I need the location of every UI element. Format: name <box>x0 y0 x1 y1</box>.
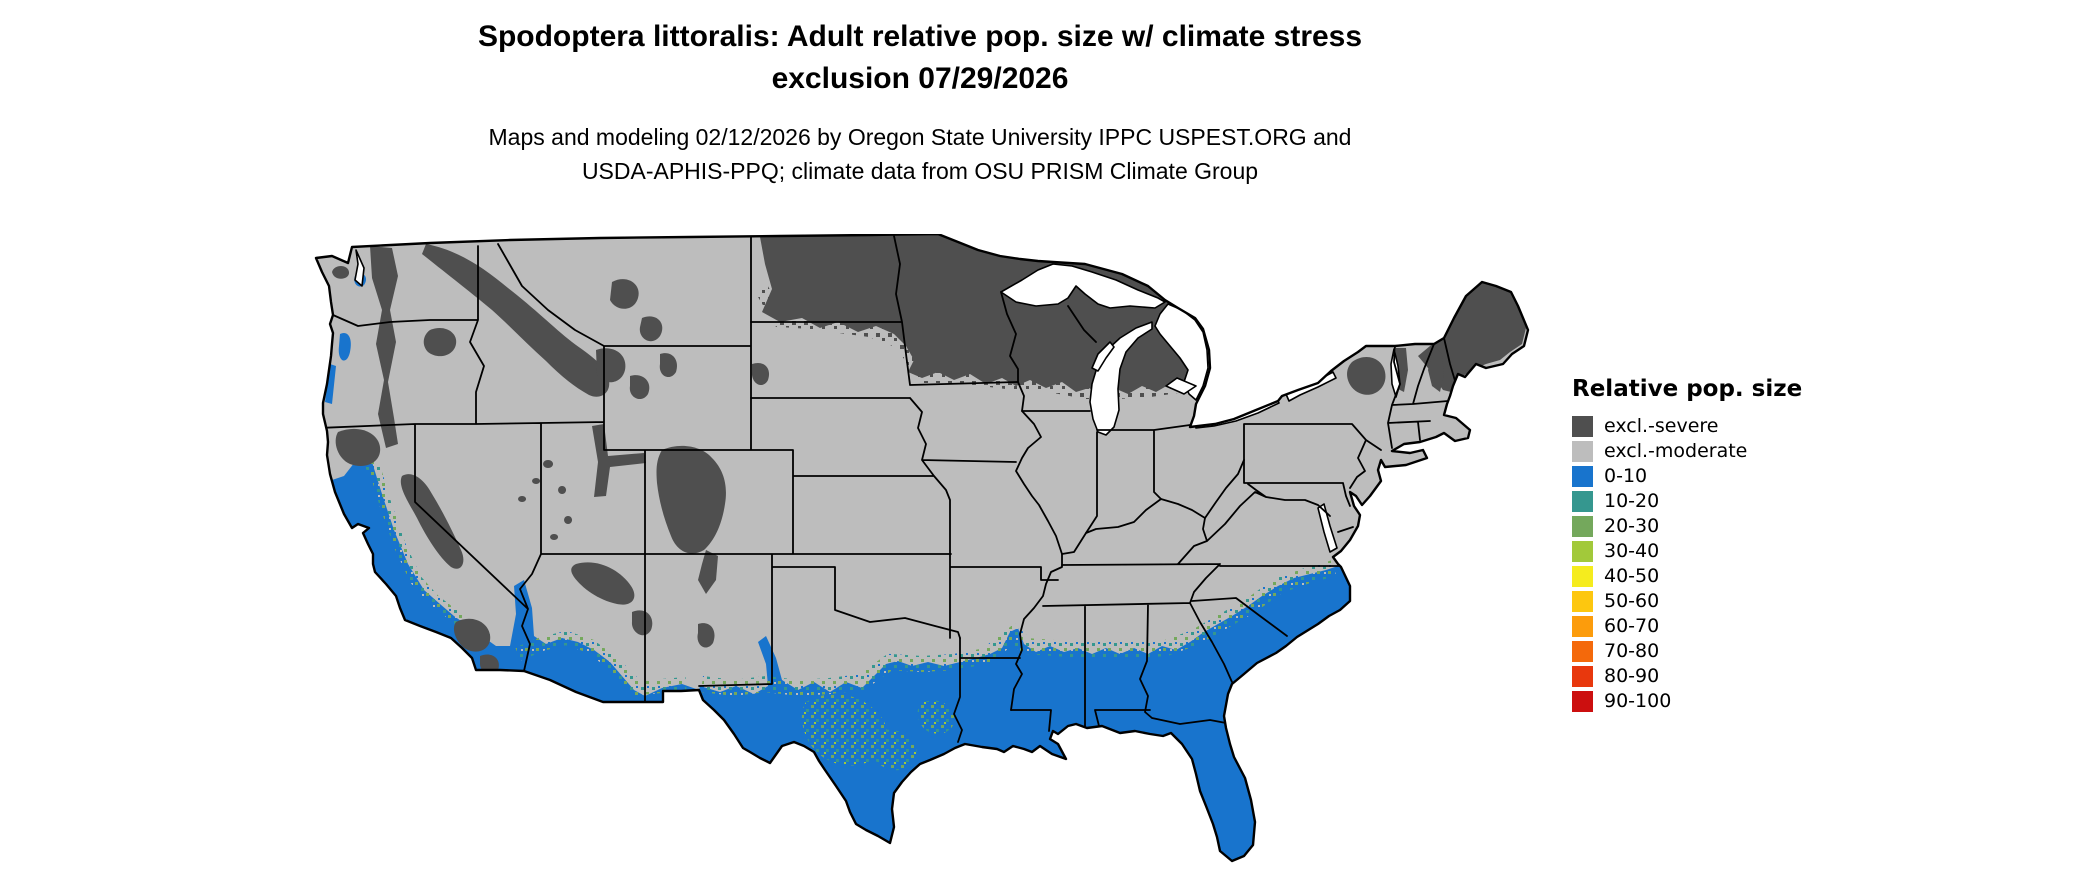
legend-swatch <box>1572 691 1593 712</box>
legend-swatch <box>1572 566 1593 587</box>
us-map <box>314 234 1530 863</box>
figure-title: Spodoptera littoralis: Adult relative po… <box>0 16 1840 100</box>
legend-label: 40-50 <box>1604 565 1660 587</box>
legend-swatch <box>1572 591 1593 612</box>
saginaw-bay <box>1165 377 1197 395</box>
map-legend: Relative pop. size excl.-severe excl.-mo… <box>1572 376 1852 714</box>
legend-label: excl.-severe <box>1604 415 1719 437</box>
legend-item: 90-100 <box>1572 689 1852 714</box>
legend-item: 60-70 <box>1572 614 1852 639</box>
legend-label: 10-20 <box>1604 490 1660 512</box>
legend-item: excl.-severe <box>1572 414 1852 439</box>
legend-item: 50-60 <box>1572 589 1852 614</box>
legend-item: 20-30 <box>1572 514 1852 539</box>
legend-title: Relative pop. size <box>1572 376 1803 402</box>
legend-swatch <box>1572 516 1593 537</box>
legend-swatch <box>1572 541 1593 562</box>
legend-label: excl.-moderate <box>1604 440 1748 462</box>
legend-swatch <box>1572 491 1593 512</box>
legend-item: 40-50 <box>1572 564 1852 589</box>
legend-label: 0-10 <box>1604 465 1648 487</box>
figure-subtitle-line1: Maps and modeling 02/12/2026 by Oregon S… <box>488 124 1352 150</box>
figure-subtitle: Maps and modeling 02/12/2026 by Oregon S… <box>0 120 1840 188</box>
puget-sound <box>354 249 365 287</box>
legend-swatch <box>1572 641 1593 662</box>
legend-swatch <box>1572 466 1593 487</box>
legend-swatch <box>1572 416 1593 437</box>
legend-label: 20-30 <box>1604 515 1660 537</box>
us-map-container <box>310 234 1530 892</box>
lake-superior <box>1000 263 1166 309</box>
legend-label: 90-100 <box>1604 690 1672 712</box>
figure-subtitle-line2: USDA-APHIS-PPQ; climate data from OSU PR… <box>581 158 1259 184</box>
legend-label: 70-80 <box>1604 640 1660 662</box>
legend-item: excl.-moderate <box>1572 439 1852 464</box>
figure-title-line2: exclusion 07/29/2026 <box>771 62 1069 95</box>
legend-item: 70-80 <box>1572 639 1852 664</box>
legend-swatch <box>1572 616 1593 637</box>
legend-swatch <box>1572 666 1593 687</box>
legend-item: 80-90 <box>1572 664 1852 689</box>
figure-title-line1: Spodoptera littoralis: Adult relative po… <box>477 20 1363 53</box>
lake-huron <box>1154 303 1209 401</box>
legend-label: 50-60 <box>1604 590 1660 612</box>
chesapeake-bay <box>1317 503 1338 553</box>
legend-item: 0-10 <box>1572 464 1852 489</box>
legend-item: 10-20 <box>1572 489 1852 514</box>
legend-label: 30-40 <box>1604 540 1660 562</box>
region-pop-10-30-speckle <box>355 454 1337 771</box>
region-pop-0-10 <box>325 273 1350 861</box>
legend-label: 80-90 <box>1604 665 1660 687</box>
legend-item: 30-40 <box>1572 539 1852 564</box>
green-bay <box>1091 341 1115 372</box>
legend-swatch <box>1572 441 1593 462</box>
legend-items: excl.-severe excl.-moderate 0-10 10-20 2… <box>1572 414 1852 714</box>
state-borders <box>317 235 1457 743</box>
legend-label: 60-70 <box>1604 615 1660 637</box>
